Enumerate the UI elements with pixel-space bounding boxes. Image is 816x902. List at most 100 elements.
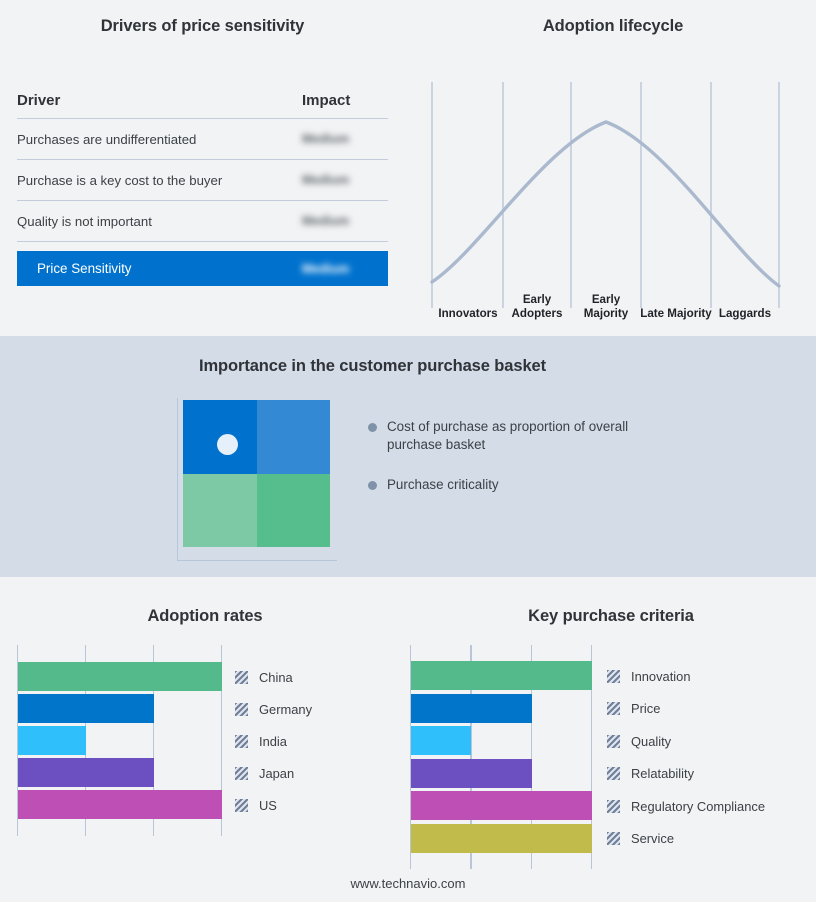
legend-label: India	[259, 733, 287, 749]
bar-quality	[411, 726, 472, 755]
key-criteria-plot-area	[410, 645, 593, 869]
drivers-table: Driver Impact Purchases are undifferenti…	[17, 92, 388, 286]
hatch-swatch-icon	[235, 766, 248, 780]
impact-value: Medium	[302, 173, 350, 187]
gridline	[410, 645, 412, 869]
legend-item: US	[235, 789, 405, 821]
driver-label: Quality is not important	[17, 213, 152, 229]
legend-label: Quality	[631, 733, 672, 749]
footer-watermark: www.technavio.com	[350, 876, 466, 891]
drivers-panel-title: Drivers of price sensitivity	[100, 17, 305, 35]
hatch-swatch-icon	[235, 798, 248, 812]
bar-relatability	[411, 758, 532, 788]
legend-label: Cost of purchase as proportion of overal…	[387, 419, 629, 452]
lifecycle-stage-laggards: Laggards	[718, 306, 772, 320]
lifecycle-stage-late-majority: Late Majority	[640, 306, 712, 320]
hatch-swatch-icon	[235, 702, 248, 716]
bar-service	[411, 823, 592, 853]
hatch-swatch-icon	[607, 767, 620, 781]
gridline	[530, 645, 533, 869]
quadrant-top-right	[256, 400, 330, 474]
hatch-swatch-icon	[607, 832, 620, 846]
impact-value: Medium	[302, 214, 350, 228]
lifecycle-curve-svg	[430, 82, 781, 308]
gridline	[17, 645, 19, 836]
legend-item: Purchase criticality	[368, 476, 648, 494]
summary-label: Price Sensitivity	[37, 261, 132, 276]
column-header-driver: Driver	[17, 92, 61, 109]
driver-label: Purchase is a key cost to the buyer	[17, 172, 223, 188]
legend-label: Price	[631, 701, 661, 717]
matrix-quadrant-grid	[183, 400, 330, 547]
summary-impact-value: Medium	[302, 261, 350, 276]
driver-label: Purchases are undifferentiated	[17, 131, 197, 147]
legend-item: Regulatory Compliance	[607, 790, 807, 823]
adoption-lifecycle-chart: Innovators Early Adopters Early Majority…	[410, 60, 816, 320]
lifecycle-stage-innovators: Innovators	[438, 306, 498, 320]
bar-regulatory-compliance	[411, 791, 592, 820]
legend-label: Purchase criticality	[387, 477, 499, 492]
key-purchase-criteria-title: Key purchase criteria	[528, 607, 694, 625]
bar-india	[18, 726, 86, 755]
lifecycle-dividers	[431, 82, 780, 308]
importance-band-background	[0, 336, 816, 577]
importance-panel-title: Importance in the customer purchase bask…	[199, 357, 546, 375]
adoption-rates-bar-chart: China Germany India Japan US	[17, 645, 407, 845]
legend-label: US	[259, 797, 277, 813]
matrix-position-marker-dot	[217, 434, 238, 455]
legend-label: Regulatory Compliance	[631, 798, 765, 814]
hatch-swatch-icon	[235, 670, 248, 684]
legend-item: Quality	[607, 725, 807, 758]
table-row: Purchase is a key cost to the buyer Medi…	[17, 160, 388, 201]
hatch-swatch-icon	[235, 734, 248, 748]
quadrant-bottom-left	[183, 473, 257, 547]
bullet-icon	[368, 481, 377, 490]
legend-item: Innovation	[607, 660, 807, 693]
hatch-swatch-icon	[607, 734, 620, 748]
legend-label: Relatability	[631, 766, 695, 782]
adoption-rates-plot-area	[17, 645, 223, 836]
gridline	[153, 645, 155, 836]
bullet-icon	[368, 423, 377, 432]
key-criteria-legend: Innovation Price Quality Relatability Regula…	[607, 660, 807, 855]
hatch-swatch-icon	[607, 669, 620, 683]
bar-japan	[18, 758, 154, 787]
legend-item: India	[235, 725, 405, 757]
hatch-swatch-icon	[607, 702, 620, 716]
legend-item: Germany	[235, 693, 405, 725]
lifecycle-stage-early-adopters: Early Adopters	[511, 293, 563, 320]
bar-innovation	[411, 661, 592, 690]
legend-label: Germany	[259, 701, 313, 717]
impact-value: Medium	[302, 132, 350, 146]
bar-price	[411, 693, 532, 723]
bar-china	[18, 662, 222, 691]
adoption-rates-title: Adoption rates	[147, 607, 263, 625]
key-purchase-criteria-bar-chart: Innovation Price Quality Relatability Regula…	[410, 645, 810, 869]
hatch-swatch-icon	[607, 799, 620, 813]
legend-label: Japan	[259, 765, 295, 781]
adoption-rates-legend: China Germany India Japan US	[235, 661, 405, 821]
legend-item: Service	[607, 823, 807, 856]
legend-item: China	[235, 661, 405, 693]
legend-item: Cost of purchase as proportion of overal…	[368, 418, 648, 454]
legend-label: China	[259, 669, 293, 685]
bar-germany	[18, 694, 154, 723]
table-row: Purchases are undifferentiated Medium	[17, 119, 388, 160]
legend-label: Innovation	[631, 668, 691, 684]
legend-label: Service	[631, 831, 674, 847]
gridline	[591, 645, 593, 869]
legend-item: Relatability	[607, 758, 807, 791]
importance-legend: Cost of purchase as proportion of overal…	[368, 418, 648, 516]
table-header-row: Driver Impact	[17, 92, 388, 119]
bar-us	[18, 790, 222, 819]
gridline	[470, 645, 472, 869]
column-header-impact: Impact	[302, 92, 351, 109]
legend-item: Price	[607, 693, 807, 726]
lifecycle-panel-title: Adoption lifecycle	[542, 17, 684, 35]
lifecycle-stage-early-majority: Early Majority	[583, 293, 629, 320]
table-row: Quality is not important Medium	[17, 201, 388, 242]
importance-matrix	[183, 400, 330, 547]
price-sensitivity-summary-row: Price Sensitivity Medium	[17, 251, 388, 286]
gridline	[221, 645, 223, 836]
